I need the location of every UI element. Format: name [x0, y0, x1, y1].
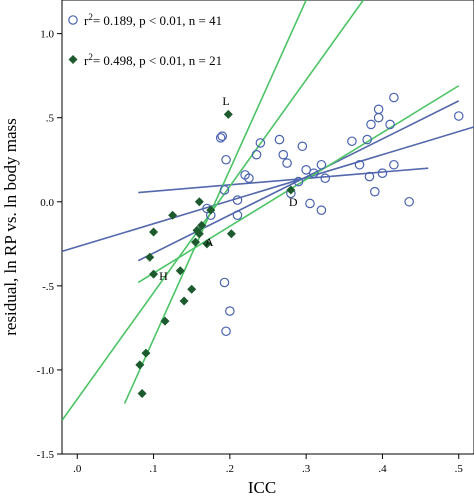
circle-point-1 [215, 133, 226, 143]
y-tick-label-3: 0.0 [40, 197, 54, 209]
legend-entry-1: r2= 0.189, p < 0.01, n = 41 [84, 12, 222, 28]
circle-point-24 [308, 168, 319, 178]
circle-point-28 [347, 136, 357, 147]
diamond-point-12 [191, 237, 201, 247]
legend: r2= 0.189, p < 0.01, n = 41 r2= 0.498, p… [68, 12, 222, 68]
y-tick-label-6: -1.5 [37, 449, 55, 461]
circle-point-34 [373, 104, 384, 115]
circle-point-32 [366, 119, 376, 130]
circle-point-23 [305, 198, 315, 209]
diamond-point-2 [137, 388, 147, 398]
y-tick-label-4: -.5 [42, 281, 54, 293]
diamond-point-11 [187, 284, 197, 294]
fit-line-6 [123, 0, 307, 404]
x-tick-label-3: .2 [226, 463, 234, 475]
circle-point-30 [362, 134, 372, 145]
legend-entry-2-sup: 2 [88, 52, 93, 62]
y-tick-label-2: .5 [46, 113, 55, 125]
y-tick-label-5: -1.0 [37, 365, 55, 377]
annotation-H: H [159, 269, 168, 283]
point-annotations: L D A H [159, 94, 298, 283]
diamond-point-9 [175, 266, 185, 276]
diamond-point-1 [135, 360, 145, 370]
diamond-point-5 [149, 269, 159, 279]
diamond-point-20 [226, 229, 236, 239]
circle-point-7 [219, 277, 230, 288]
circle-point-37 [385, 119, 395, 130]
circle-point-36 [377, 168, 388, 178]
circle-point-10 [232, 195, 243, 205]
x-tick-label-1: .0 [73, 463, 82, 475]
circle-point-29 [354, 159, 365, 170]
fit-line-2 [138, 167, 429, 194]
circle-point-13 [244, 173, 254, 184]
annotation-D: D [289, 195, 298, 209]
legend-entry-1-prefix: r [84, 13, 89, 28]
fit-line-3 [137, 100, 460, 262]
circle-point-33 [370, 186, 380, 197]
fit-line-1 [62, 126, 474, 253]
circle-point-41 [453, 111, 464, 121]
circle-point-16 [274, 134, 285, 145]
circle-point-2 [217, 131, 228, 141]
circle-point-26 [316, 205, 327, 215]
circle-point-14 [251, 149, 262, 160]
y-axis-title: residual, ln RP vs. ln body mass [1, 118, 20, 336]
diamond-point-6 [149, 227, 159, 237]
diamond-point-10 [179, 296, 189, 306]
circle-point-27 [320, 173, 331, 184]
circle-point-4 [219, 185, 230, 195]
diamond-point-21 [286, 185, 296, 195]
diamond-point-16 [197, 220, 207, 230]
circle-point-20 [293, 176, 304, 187]
circle-point-25 [316, 159, 327, 170]
annotation-L: L [222, 94, 229, 108]
circle-point-9 [221, 326, 231, 337]
diamond-point-3 [141, 348, 151, 358]
circle-point-15 [255, 138, 266, 148]
x-axis-title: ICC [248, 478, 276, 497]
y-tick-label-1: 1.0 [40, 29, 54, 41]
annotation-A: A [205, 235, 214, 249]
diamond-point-4 [145, 252, 155, 262]
circle-point-8 [225, 306, 235, 316]
y-axis-ticks: 1.0 .5 0.0 -.5 -1.0 -1.5 [37, 29, 62, 461]
circle-point-17 [278, 149, 289, 160]
fit-lines [62, 0, 474, 421]
diamond-point-19 [223, 109, 233, 119]
legend-marker-filled-diamond [68, 55, 78, 64]
circle-point-39 [389, 159, 399, 170]
circle-point-3 [221, 154, 231, 165]
circle-point-22 [301, 165, 311, 175]
diamond-point-17 [202, 239, 212, 249]
circle-point-18 [282, 158, 292, 168]
x-tick-label-4: .3 [302, 463, 311, 475]
fit-line-5 [137, 85, 460, 284]
x-tick-label-2: .1 [149, 463, 157, 475]
data-points [135, 92, 464, 398]
circle-point-35 [373, 112, 384, 123]
diamond-point-7 [160, 316, 170, 326]
legend-entry-2-rest: = 0.498, p < 0.01, n = 21 [93, 53, 222, 68]
legend-marker-open-circle [68, 15, 78, 25]
diamond-point-14 [194, 229, 204, 239]
legend-entry-1-sup: 2 [88, 12, 93, 22]
circle-point-21 [297, 141, 308, 152]
circle-point-38 [389, 92, 399, 103]
diamond-point-8 [168, 210, 178, 220]
diamond-point-15 [194, 197, 204, 207]
legend-entry-2-prefix: r [84, 53, 89, 68]
diamond-point-18 [206, 205, 216, 215]
x-axis-ticks: .0 .1 .2 .3 .4 .5 [73, 454, 463, 475]
plot-frame [61, 0, 474, 455]
circle-point-31 [364, 171, 375, 182]
circle-point-11 [232, 210, 243, 221]
x-tick-label-6: .5 [455, 463, 464, 475]
legend-entry-2: r2= 0.498, p < 0.01, n = 21 [84, 52, 222, 68]
x-tick-label-5: .4 [378, 463, 387, 475]
circle-point-40 [404, 196, 414, 207]
legend-entry-1-rest: = 0.189, p < 0.01, n = 41 [93, 13, 222, 28]
